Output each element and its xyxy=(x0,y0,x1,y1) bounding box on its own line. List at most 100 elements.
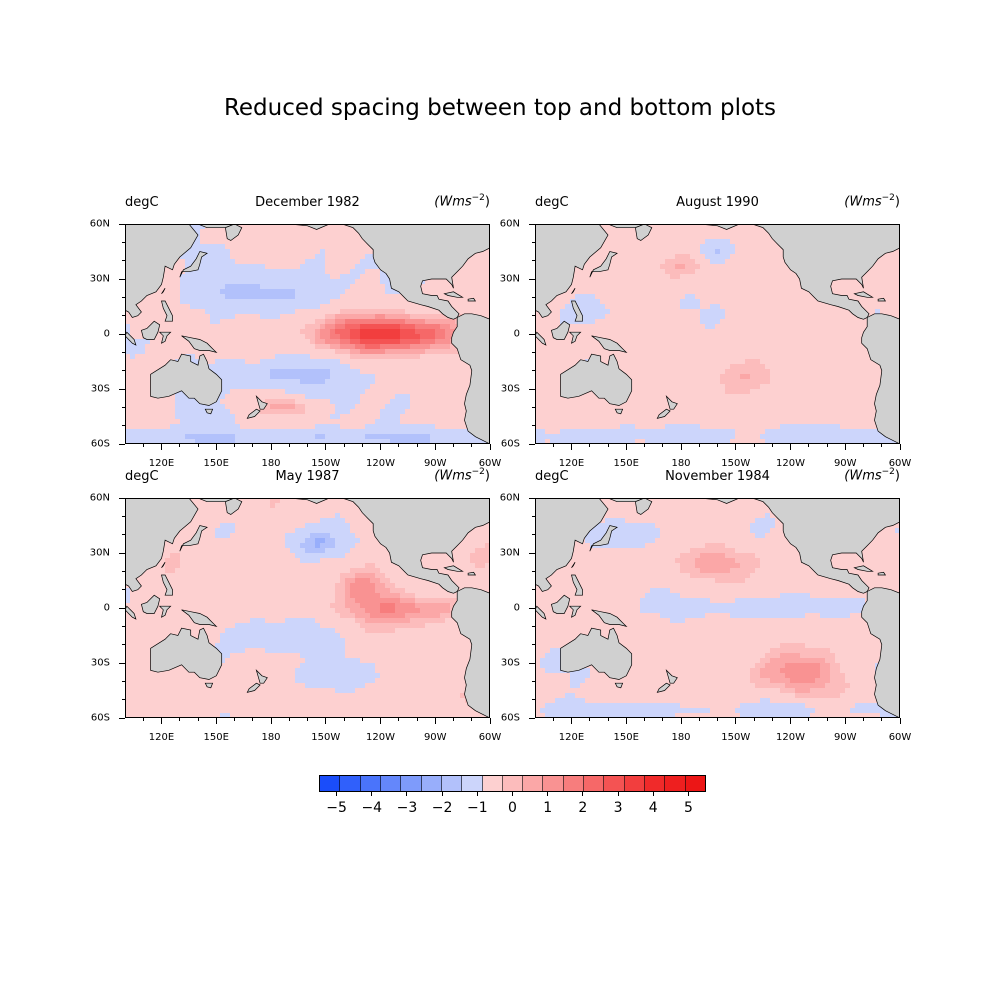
lat-minor-tick xyxy=(122,351,125,353)
land-polygon xyxy=(571,288,576,294)
panel-right-units: (Wms−2) xyxy=(434,467,490,483)
lon-minor-tick xyxy=(252,718,254,721)
land-polygon xyxy=(443,291,464,298)
land-polygon xyxy=(255,669,268,684)
lat-tick-label: 60S xyxy=(90,438,110,450)
lon-minor-tick xyxy=(826,718,828,721)
lat-tick-label: 30S xyxy=(90,383,110,395)
colorbar-tick-mark xyxy=(687,792,689,796)
panel-title: November 1984 xyxy=(665,469,770,484)
lon-minor-tick xyxy=(453,444,454,447)
land-polygon xyxy=(614,682,624,689)
land-polygon xyxy=(589,525,618,552)
lon-tick-mark xyxy=(380,718,381,724)
land-polygon xyxy=(656,682,671,693)
lat-tick-label: 30S xyxy=(500,657,520,669)
land-polygon xyxy=(571,574,583,596)
lon-tick-label: 60W xyxy=(888,458,912,469)
units-exponent: −2 xyxy=(881,193,895,203)
lat-tick-label: 0 xyxy=(103,602,110,614)
lon-minor-tick xyxy=(717,444,718,447)
colorbar-swatch xyxy=(462,776,483,791)
land-polygon xyxy=(150,353,223,406)
lat-tick-label: 0 xyxy=(513,328,520,340)
lon-tick-label: 150E xyxy=(203,732,229,743)
land-polygon xyxy=(614,408,624,415)
lon-tick-mark xyxy=(625,444,627,450)
lon-minor-tick xyxy=(252,444,254,447)
lat-minor-tick xyxy=(122,315,125,317)
colorbar-tick-mark xyxy=(406,792,408,796)
land-polygon xyxy=(161,288,166,294)
land-polygon xyxy=(467,297,477,302)
land-polygon xyxy=(568,605,582,618)
lon-tick-mark xyxy=(161,444,162,450)
lon-minor-tick xyxy=(398,718,400,721)
land-polygon xyxy=(451,313,490,444)
lon-tick-mark xyxy=(680,444,682,450)
lat-minor-tick xyxy=(122,296,125,298)
lon-tick-label: 180 xyxy=(671,458,691,469)
lon-tick-mark xyxy=(790,718,791,724)
units-exponent: −2 xyxy=(881,467,895,477)
colorbar-swatch xyxy=(523,776,544,791)
units-close: ) xyxy=(484,194,490,210)
land-polygon xyxy=(550,594,571,614)
colorbar-tick-label: 0 xyxy=(508,800,517,816)
land-masses xyxy=(535,498,900,718)
colorbar-tick-label: −4 xyxy=(361,800,383,816)
panel-title: May 1987 xyxy=(275,469,340,484)
colorbar-swatch xyxy=(482,776,503,791)
colorbar-tick-mark xyxy=(441,792,443,796)
land-polygon xyxy=(535,224,609,318)
land-polygon xyxy=(591,335,628,353)
lon-minor-tick xyxy=(234,718,235,721)
lon-minor-tick xyxy=(471,444,473,447)
lat-minor-tick xyxy=(532,680,535,682)
colorbar-tick-mark xyxy=(617,792,619,796)
lat-tick-label: 60N xyxy=(89,218,110,230)
lon-minor-tick xyxy=(142,718,144,721)
land-polygon xyxy=(853,291,874,298)
lon-tick-mark xyxy=(899,718,901,724)
lat-tick-mark xyxy=(529,278,535,280)
lon-tick-label: 150E xyxy=(613,732,639,743)
lat-minor-tick xyxy=(122,625,125,627)
land-polygon xyxy=(560,353,633,406)
lat-tick-label: 60N xyxy=(499,492,520,504)
lat-minor-tick xyxy=(122,406,125,408)
anomaly-map xyxy=(125,224,490,444)
lon-minor-tick xyxy=(471,718,473,721)
lon-tick-label: 180 xyxy=(671,732,691,743)
lat-tick-mark xyxy=(119,443,125,445)
lon-tick-mark xyxy=(625,718,627,724)
colorbar-tick-label: 5 xyxy=(683,800,693,816)
lon-tick-mark xyxy=(680,718,682,724)
lon-minor-tick xyxy=(398,444,400,447)
land-polygon xyxy=(568,331,582,344)
land-polygon xyxy=(665,669,678,684)
anomaly-map xyxy=(125,498,490,718)
lat-minor-tick xyxy=(532,260,535,262)
lon-tick-mark xyxy=(215,444,217,450)
lat-tick-mark xyxy=(119,278,125,280)
map-plot-area xyxy=(125,224,490,444)
map-panel-december-1982: degC December 1982 (Wms−2) 60N 30N 0 30S 60S… xyxy=(90,193,502,469)
lat-tick-mark xyxy=(119,607,125,609)
lat-tick-mark xyxy=(529,223,535,225)
lat-minor-tick xyxy=(532,570,535,572)
colorbar-swatch xyxy=(665,776,686,791)
land-polygon xyxy=(591,609,628,627)
lon-tick-label: 60W xyxy=(888,732,912,743)
lat-minor-tick xyxy=(532,534,535,536)
lat-minor-tick xyxy=(532,515,535,517)
colorbar-tick-label: −1 xyxy=(466,800,488,816)
lat-minor-tick xyxy=(532,699,535,701)
lon-tick-label: 90W xyxy=(833,458,857,469)
lat-minor-tick xyxy=(122,241,125,243)
lon-minor-tick xyxy=(644,718,645,721)
lon-tick-label: 120W xyxy=(776,458,805,469)
land-polygon xyxy=(125,224,199,318)
land-polygon xyxy=(535,498,609,592)
lon-minor-tick xyxy=(698,444,700,447)
